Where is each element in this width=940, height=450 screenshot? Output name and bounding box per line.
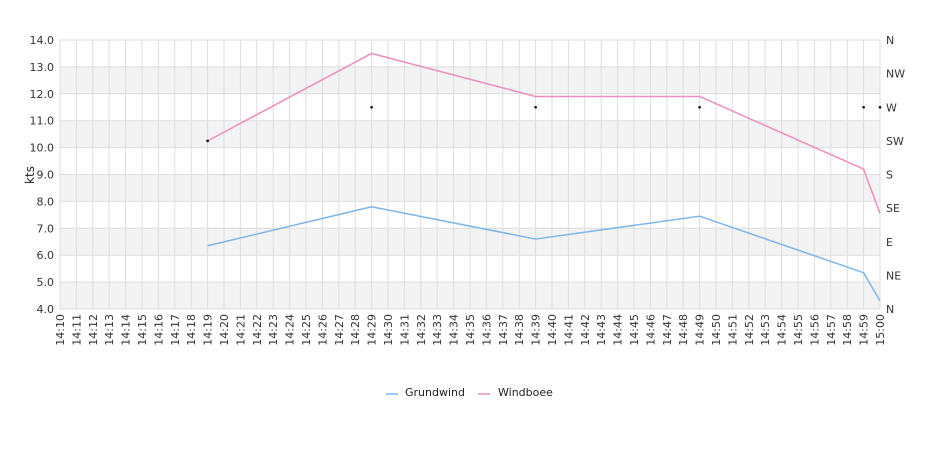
- x-tick-label: 14:59: [858, 314, 871, 346]
- x-tick-label: 14:36: [480, 314, 493, 346]
- x-tick-label: 14:48: [677, 314, 690, 346]
- x-tick-label: 14:58: [841, 314, 854, 346]
- y-tick-label: 11.0: [30, 115, 55, 128]
- x-tick-label: 14:45: [628, 314, 641, 346]
- x-tick-label: 14:23: [267, 314, 280, 346]
- x-tick-label: 14:57: [825, 314, 838, 346]
- x-tick-label: 14:15: [136, 314, 149, 346]
- x-tick-label: 14:24: [284, 314, 297, 346]
- series-lines: [207, 52, 881, 302]
- direction-marker: [206, 139, 209, 143]
- legend-label-grundwind: Grundwind: [405, 386, 465, 399]
- direction-marker: [878, 105, 882, 109]
- y-axis-ticks: 4.0 5.0 6.0 7.0 8.0 9.0 10.0 11.0 12.0 13.0 14.0: [30, 34, 55, 316]
- y-tick-label: 9.0: [37, 169, 55, 182]
- x-tick-label: 14:21: [234, 314, 247, 346]
- y-tick-label: 7.0: [37, 222, 55, 235]
- x-tick-label: 14:29: [366, 314, 379, 346]
- direction-marker: [370, 105, 373, 109]
- x-tick-label: 14:42: [579, 314, 592, 346]
- x-tick-label: 14:32: [415, 314, 428, 346]
- x-tick-label: 14:12: [87, 314, 100, 346]
- x-tick-label: 14:44: [612, 314, 625, 346]
- x-tick-label: 14:31: [398, 314, 411, 346]
- x-tick-label: 14:41: [562, 314, 575, 346]
- x-tick-label: 14:52: [743, 314, 756, 346]
- x-tick-label: 14:22: [251, 314, 264, 346]
- y-tick-label: 10.0: [30, 142, 55, 155]
- direction-marker: [534, 105, 537, 109]
- y-tick-label: 4.0: [37, 303, 55, 316]
- y-axis-label: kts: [23, 166, 37, 184]
- direction-marker: [698, 105, 701, 109]
- x-axis-ticks: 14:10 14:11 14:12 14:13 14:14 14:15 14:16 14:17…: [54, 314, 887, 346]
- x-tick-label: 14:47: [661, 314, 674, 346]
- x-tick-label: 15:00: [874, 314, 887, 346]
- x-tick-label: 14:33: [431, 314, 444, 346]
- x-tick-label: 14:11: [70, 314, 83, 346]
- x-tick-label: 14:49: [694, 314, 707, 346]
- y2-tick-label: NW: [886, 68, 905, 81]
- x-tick-label: 14:40: [546, 314, 559, 346]
- x-tick-label: 14:38: [513, 314, 526, 346]
- x-tick-label: 14:56: [808, 314, 821, 346]
- y2-tick-label: N: [886, 34, 894, 47]
- x-tick-label: 14:28: [349, 314, 362, 346]
- x-tick-label: 14:25: [300, 314, 313, 346]
- direction-markers: [206, 105, 882, 143]
- y2-tick-label: SE: [886, 202, 900, 215]
- x-tick-label: 14:20: [218, 314, 231, 346]
- x-tick-label: 14:13: [103, 314, 116, 346]
- x-tick-label: 14:43: [595, 314, 608, 346]
- y2-tick-label: NE: [886, 269, 901, 282]
- legend: Grundwind Windboee: [386, 386, 553, 399]
- x-tick-label: 14:17: [169, 314, 182, 346]
- y2-tick-label: S: [886, 169, 893, 182]
- x-tick-label: 14:46: [644, 314, 657, 346]
- y-tick-label: 13.0: [30, 61, 55, 74]
- y2-tick-label: N: [886, 303, 894, 316]
- x-tick-label: 14:55: [792, 314, 805, 346]
- y-tick-label: 14.0: [30, 34, 55, 47]
- y2-axis-ticks: N NE E SE S SW W NW N: [886, 34, 905, 316]
- x-tick-label: 14:27: [333, 314, 346, 346]
- y-tick-label: 8.0: [37, 195, 55, 208]
- series-line-windboee: [207, 52, 881, 214]
- y-tick-label: 5.0: [37, 276, 55, 289]
- x-tick-label: 14:35: [464, 314, 477, 346]
- x-tick-label: 14:39: [530, 314, 543, 346]
- y-tick-label: 6.0: [37, 249, 55, 262]
- y2-tick-label: SW: [886, 135, 904, 148]
- x-tick-label: 14:16: [152, 314, 165, 346]
- legend-label-windboee: Windboee: [498, 386, 553, 399]
- y-tick-label: 12.0: [30, 88, 55, 101]
- x-tick-label: 14:30: [382, 314, 395, 346]
- series-line-grundwind: [207, 206, 881, 302]
- x-tick-label: 14:34: [448, 314, 461, 346]
- x-tick-label: 14:54: [776, 314, 789, 346]
- x-tick-label: 14:37: [497, 314, 510, 346]
- x-tick-label: 14:19: [202, 314, 215, 346]
- x-tick-label: 14:10: [54, 314, 67, 346]
- x-tick-label: 14:51: [726, 314, 739, 346]
- y2-tick-label: W: [886, 101, 897, 114]
- horizontal-gridlines: [60, 39, 880, 310]
- x-tick-label: 14:50: [710, 314, 723, 346]
- x-tick-label: 14:18: [185, 314, 198, 346]
- x-tick-label: 14:53: [759, 314, 772, 346]
- direction-marker: [862, 105, 865, 109]
- x-tick-label: 14:14: [120, 314, 133, 346]
- x-tick-label: 14:26: [316, 314, 329, 346]
- y2-tick-label: E: [886, 236, 893, 249]
